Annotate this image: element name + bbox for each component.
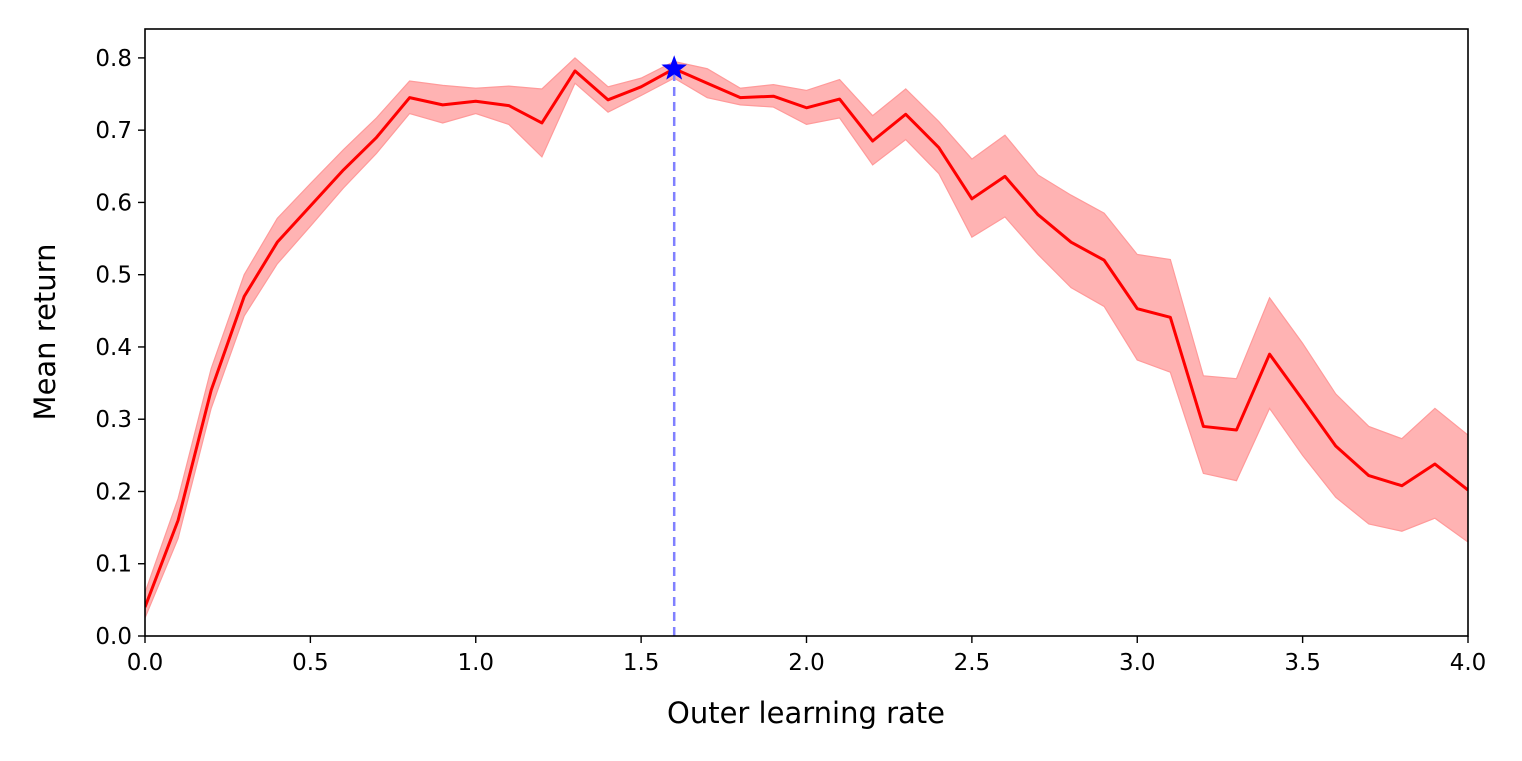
x-tick-label: 2.5 — [954, 650, 991, 676]
y-tick-label: 0.3 — [95, 407, 132, 433]
plot-area — [145, 55, 1468, 636]
y-tick-label: 0.5 — [95, 263, 132, 289]
x-tick-label: 4.0 — [1450, 650, 1487, 676]
y-tick-label: 0.8 — [95, 46, 132, 72]
x-tick-label: 0.5 — [292, 650, 329, 676]
confidence-band — [145, 57, 1468, 619]
plot-clipped-group — [145, 57, 1468, 619]
y-axis-title: Mean return — [28, 244, 62, 421]
y-tick-label: 0.0 — [95, 624, 132, 650]
x-tick-label: 3.0 — [1119, 650, 1156, 676]
x-tick-label: 3.5 — [1284, 650, 1321, 676]
x-tick-label: 1.5 — [623, 650, 660, 676]
y-tick-label: 0.6 — [95, 190, 132, 216]
x-tick-label: 0.0 — [127, 650, 164, 676]
best-point-star-marker — [661, 55, 687, 80]
y-tick-label: 0.4 — [95, 335, 132, 361]
y-tick-label: 0.7 — [95, 118, 132, 144]
axes: 0.0 0.5 1.0 1.5 2.0 2.5 3.0 3.5 4.0 0.0 0.1 0.2 0.3 0… — [95, 28, 1487, 676]
y-tick-label: 0.2 — [95, 479, 132, 505]
x-tick-label: 1.0 — [457, 650, 494, 676]
series-line — [145, 67, 1468, 608]
y-tick-label: 0.1 — [95, 552, 132, 578]
x-axis-title: Outer learning rate — [667, 696, 945, 730]
x-tick-label: 2.0 — [788, 650, 825, 676]
